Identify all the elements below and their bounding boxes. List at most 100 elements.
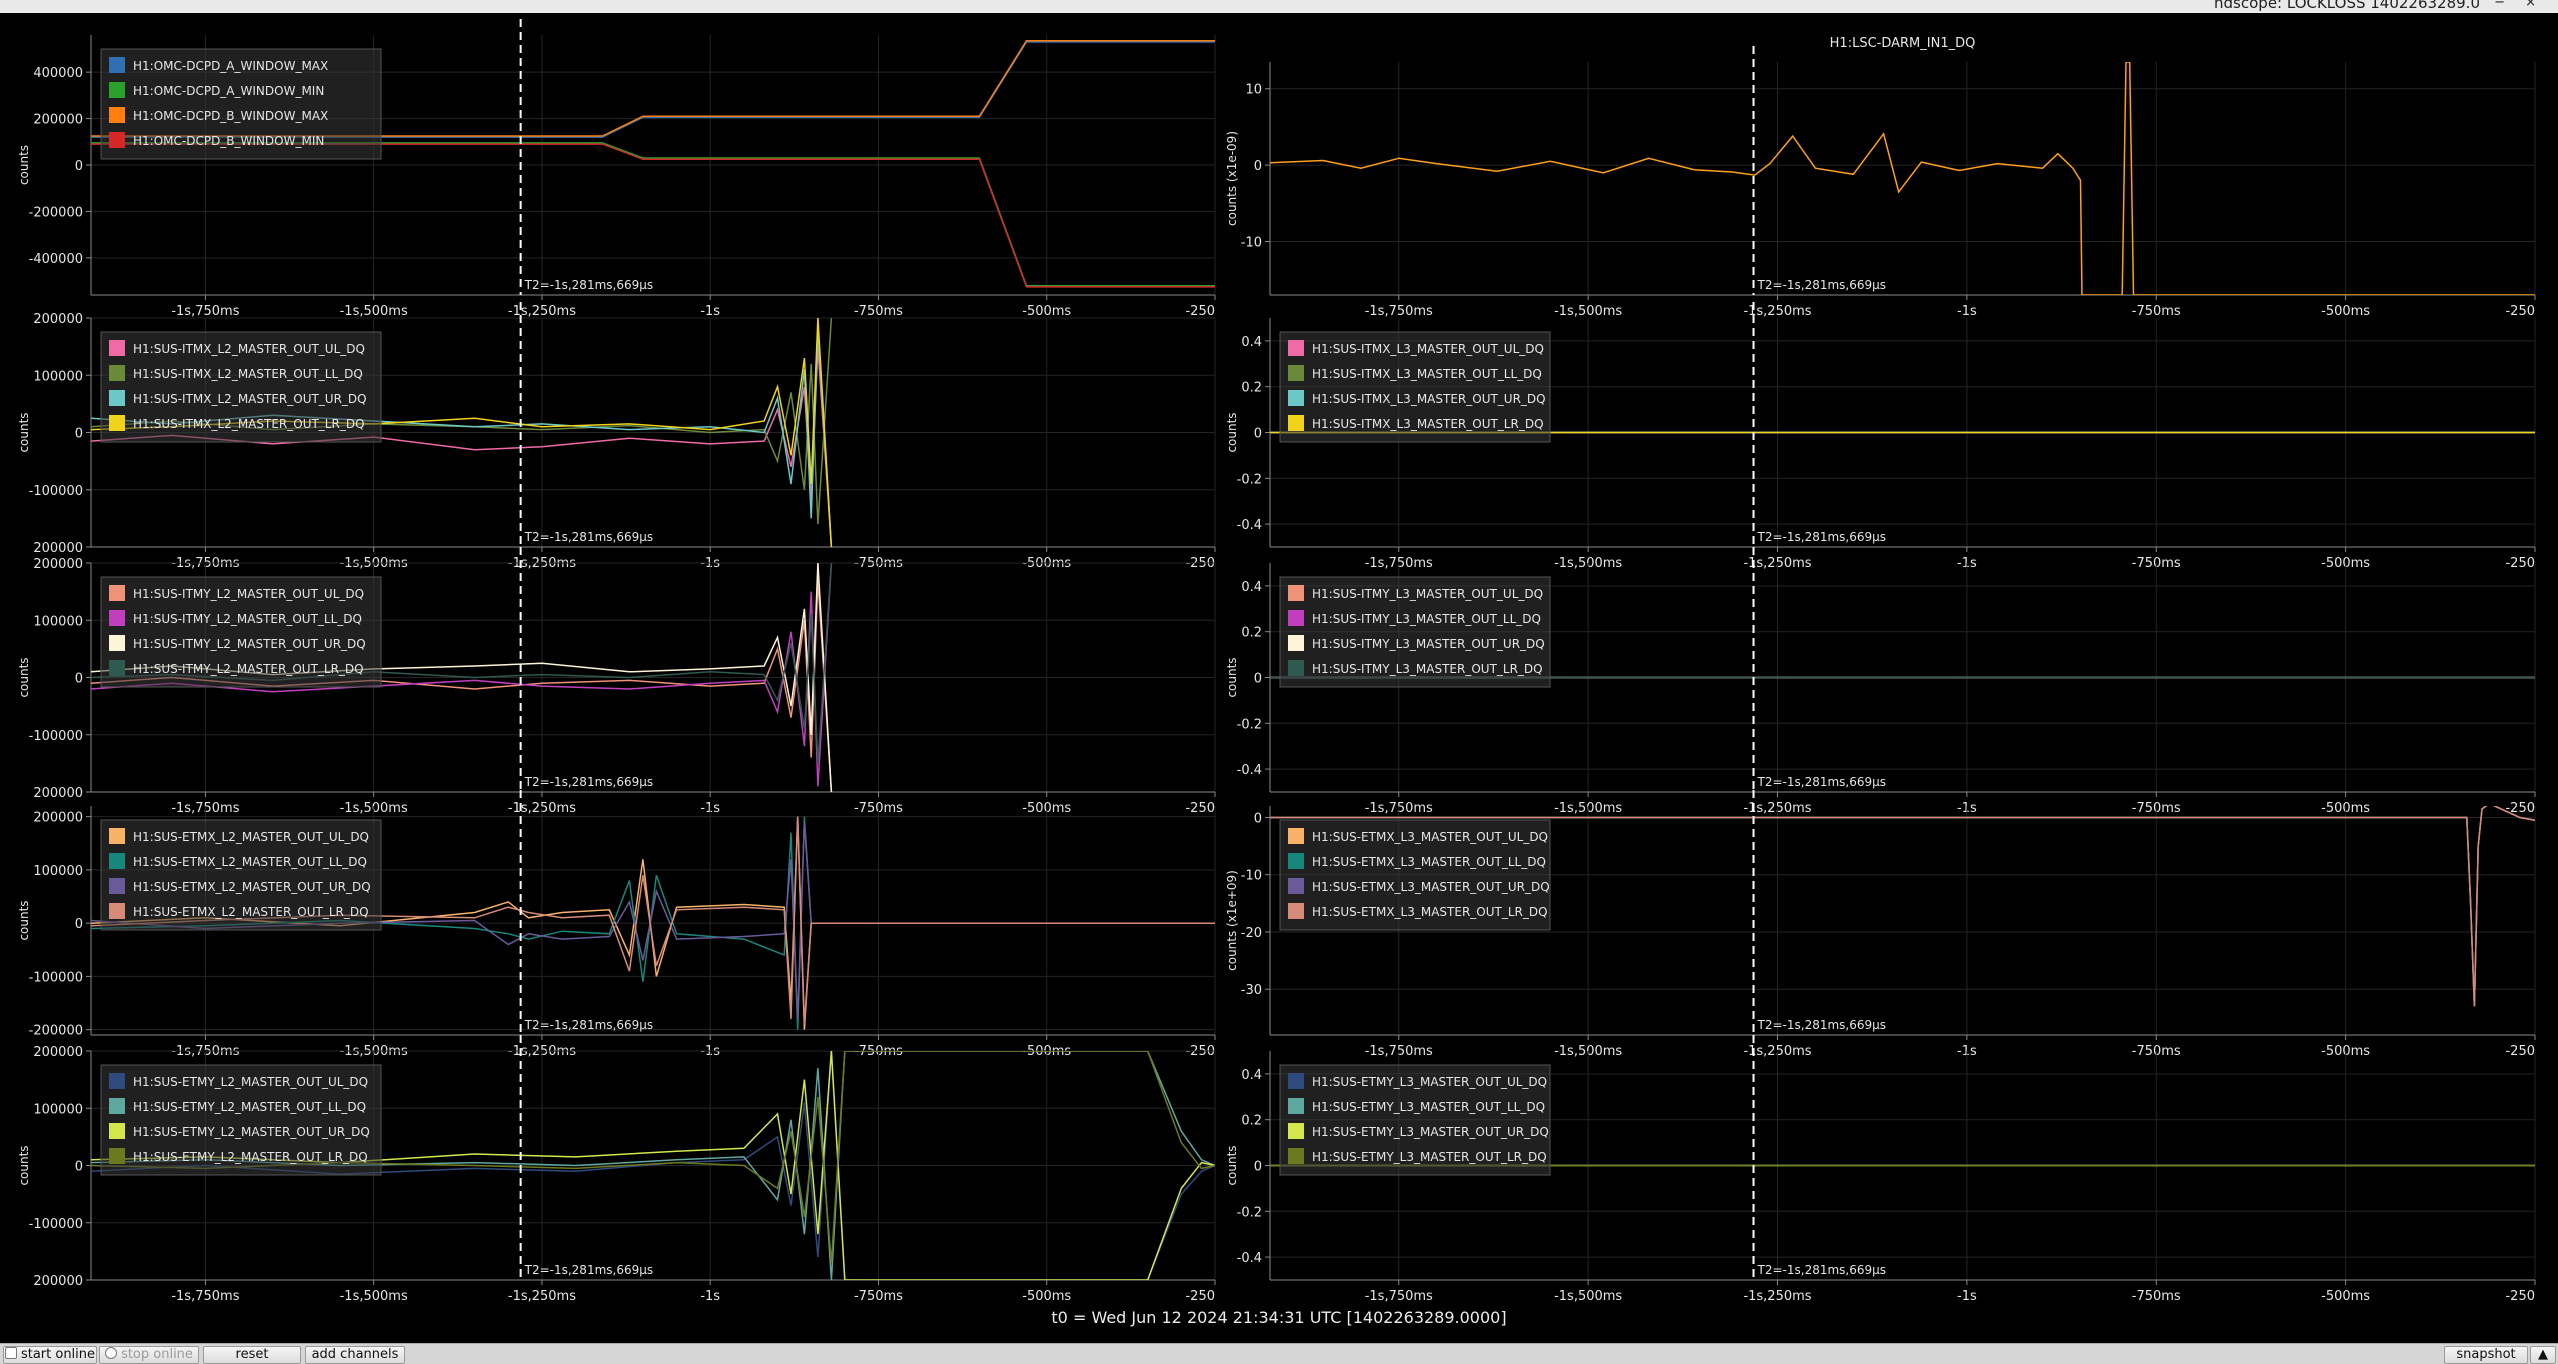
y-tick-label: -30 — [1241, 983, 1262, 998]
chart-panel-0[interactable]: -1s,750ms -1s,500ms -1s,250ms -1s -750ms -500… — [17, 19, 1216, 319]
y-axis-title: counts — [17, 900, 31, 940]
bottom-toolbar: start online stop online reset add chann… — [0, 1343, 2558, 1364]
plot-grid[interactable]: -1s,750ms -1s,500ms -1s,250ms -1s -750ms -500… — [0, 13, 2558, 1303]
chart-panel-7[interactable]: -1s,750ms -1s,500ms -1s,250ms -1s -750ms -500… — [1225, 790, 2536, 1059]
legend-box — [1279, 1064, 1551, 1176]
cursor-label: T2=-1s,281ms,669µs — [524, 530, 654, 544]
legend-box — [1279, 331, 1551, 443]
chart-panel-9[interactable]: -1s,750ms -1s,500ms -1s,250ms -1s -750ms -500… — [1225, 1035, 2536, 1303]
series-line-3 — [1270, 806, 2535, 1007]
legend-label: H1:SUS-ITMY_L2_MASTER_OUT_UR_DQ — [133, 637, 366, 651]
y-tick-label: -10 — [1241, 236, 1262, 251]
legend-swatch — [109, 878, 125, 894]
legend-label: H1:SUS-ETMY_L3_MASTER_OUT_LR_DQ — [1312, 1150, 1547, 1164]
add-channels-button[interactable]: add channels — [305, 1346, 405, 1364]
series-line-1 — [91, 142, 1215, 287]
legend-swatch — [109, 82, 125, 98]
y-axis-title: counts — [1225, 657, 1239, 697]
y-tick-label: -0.4 — [1237, 1251, 1262, 1266]
y-axis-title: counts (x1e-09) — [1225, 131, 1239, 226]
legend-swatch — [1288, 853, 1304, 869]
chart-panel-6[interactable]: -1s,750ms-1s,500ms-1s,250ms-1s-750ms-500… — [17, 790, 1216, 1059]
series-line-1 — [91, 1051, 1215, 1280]
x-tick-label: -750ms — [854, 1289, 903, 1303]
y-tick-label: 200000 — [33, 811, 83, 826]
legend-swatch — [109, 853, 125, 869]
chart-panel-5[interactable]: -1s,750ms -1s,500ms -1s,250ms -1s -750ms -500… — [1225, 547, 2536, 816]
series-group — [91, 816, 1215, 1030]
legend-label: H1:SUS-ETMY_L2_MASTER_OUT_LL_DQ — [133, 1100, 366, 1114]
legend-swatch — [109, 903, 125, 919]
x-tick-label: -250 — [2505, 304, 2535, 319]
legend-label: H1:SUS-ITMX_L3_MASTER_OUT_UR_DQ — [1312, 392, 1546, 406]
x-tick-label: -500ms — [1022, 304, 1071, 319]
y-tick-label: -0.4 — [1237, 518, 1262, 533]
legend-swatch — [1288, 390, 1304, 406]
y-axis-title: counts — [17, 412, 31, 452]
legend-swatch — [1288, 1148, 1304, 1164]
y-axis-title: counts — [1225, 412, 1239, 452]
x-tick-label: -250 — [2505, 1044, 2535, 1059]
legend-label: H1:SUS-ITMX_L3_MASTER_OUT_LR_DQ — [1312, 417, 1544, 431]
x-tick-label: -750ms — [854, 304, 903, 319]
y-tick-label: 0 — [1254, 1160, 1262, 1175]
x-tick-label: -750ms — [2132, 1289, 2181, 1303]
start-online-button[interactable]: start online — [3, 1346, 97, 1364]
series-line-2 — [91, 821, 1215, 1020]
y-tick-label: 0.4 — [1241, 580, 1262, 595]
y-tick-label: 0.4 — [1241, 335, 1262, 350]
series-line-0 — [91, 41, 1215, 138]
reset-button[interactable]: reset — [203, 1346, 301, 1364]
y-tick-label: 0.2 — [1241, 381, 1262, 396]
y-tick-label: 0 — [75, 427, 83, 442]
chart-panel-2[interactable]: -1s,750ms -1s,500ms -1s,250ms -1s -750ms -500… — [17, 302, 1216, 571]
y-tick-label: -0.2 — [1237, 1205, 1262, 1220]
y-tick-label: -0.2 — [1237, 472, 1262, 487]
series-line-2 — [91, 40, 1215, 137]
window-controls[interactable]: − × — [2494, 0, 2544, 10]
x-tick-label: -500ms — [1022, 1289, 1071, 1303]
legend-swatch — [109, 57, 125, 73]
legend-swatch — [109, 1123, 125, 1139]
legend-swatch — [109, 132, 125, 148]
legend-label: H1:SUS-ITMY_L2_MASTER_OUT_LR_DQ — [133, 662, 364, 676]
legend-box — [100, 576, 382, 688]
legend-box — [1279, 819, 1551, 931]
legend-label: H1:OMC-DCPD_B_WINDOW_MAX — [133, 109, 328, 123]
legend-label: H1:SUS-ETMX_L3_MASTER_OUT_LL_DQ — [1312, 855, 1546, 869]
legend-label: H1:SUS-ITMY_L3_MASTER_OUT_UL_DQ — [1312, 587, 1543, 601]
x-tick-label: -1s,500ms — [1554, 304, 1622, 319]
legend-swatch — [109, 610, 125, 626]
y-axis-title: counts — [1225, 1145, 1239, 1185]
y-tick-label: 200000 — [33, 113, 83, 128]
legend-label: H1:SUS-ETMX_L3_MASTER_OUT_UR_DQ — [1312, 880, 1550, 894]
legend-swatch — [109, 1073, 125, 1089]
legend-label: H1:SUS-ETMY_L3_MASTER_OUT_LL_DQ — [1312, 1100, 1545, 1114]
chart-panel-4[interactable]: -1s,750ms -1s,500ms -1s,250ms -1s -750ms -500… — [17, 547, 1216, 816]
chart-panel-8[interactable]: -1s,750ms -1s,500ms -1s,250ms -1s -750ms -500… — [17, 1035, 1216, 1303]
legend-swatch — [1288, 415, 1304, 431]
y-tick-label: -0.4 — [1237, 763, 1262, 778]
y-tick-label: 0 — [75, 917, 83, 932]
stop-online-button[interactable]: stop online — [99, 1346, 199, 1364]
legend-swatch — [109, 365, 125, 381]
legend-swatch — [109, 585, 125, 601]
legend-swatch — [109, 660, 125, 676]
y-tick-label: -100000 — [29, 1217, 83, 1232]
snapshot-button[interactable]: snapshot — [2444, 1346, 2528, 1364]
x-tick-label: -250 — [1185, 304, 1215, 319]
scroll-up-button[interactable]: ▲ — [2530, 1346, 2556, 1364]
legend-label: H1:SUS-ITMX_L2_MASTER_OUT_UL_DQ — [133, 342, 365, 356]
legend-label: H1:SUS-ETMY_L2_MASTER_OUT_UR_DQ — [133, 1125, 370, 1139]
chart-panel-1[interactable]: -1s,750ms -1s,500ms -1s,250ms -1s -750ms -500… — [1225, 36, 2536, 319]
legend-label: H1:OMC-DCPD_B_WINDOW_MIN — [133, 134, 324, 148]
legend-swatch — [109, 1098, 125, 1114]
legend-swatch — [1288, 878, 1304, 894]
y-tick-label: 200000 — [33, 786, 83, 801]
chart-panel-3[interactable]: -1s,750ms -1s,500ms -1s,250ms -1s -750ms -500… — [1225, 302, 2536, 571]
legend-swatch — [109, 107, 125, 123]
y-tick-label: -100000 — [29, 729, 83, 744]
stop-online-label: stop online — [121, 1347, 193, 1362]
series-group — [1270, 62, 2535, 295]
x-tick-label: -1s,750ms — [171, 1289, 239, 1303]
